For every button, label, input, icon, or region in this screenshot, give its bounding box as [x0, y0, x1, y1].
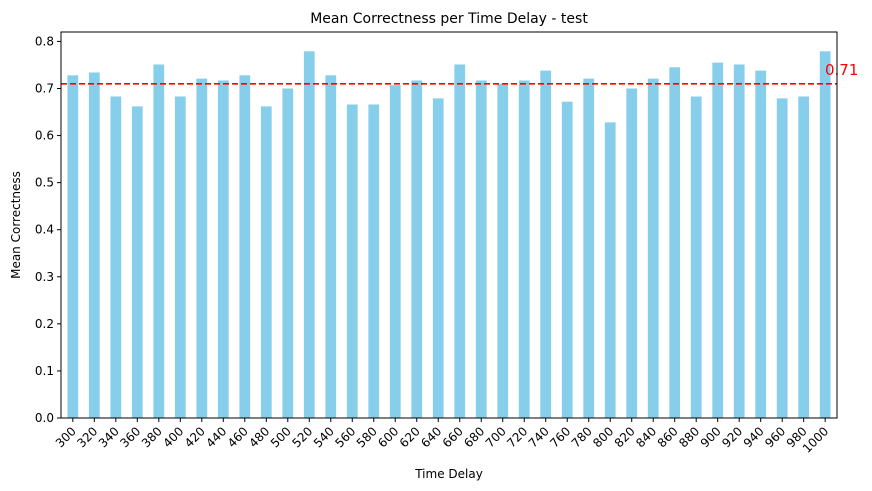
bar-680: [475, 80, 487, 419]
x-tick-label-920: 920: [719, 424, 745, 450]
x-tick-label-360: 360: [117, 424, 143, 450]
bar-320: [88, 72, 100, 418]
bar-460: [239, 75, 251, 418]
x-tick-label-560: 560: [332, 424, 358, 450]
bar-560: [346, 104, 358, 419]
x-tick-label-500: 500: [268, 424, 294, 450]
y-tick-label-1: 0.1: [35, 364, 54, 378]
x-axis-label: Time Delay: [414, 467, 483, 481]
x-tick-label-760: 760: [547, 424, 573, 450]
x-tick-label-860: 860: [655, 424, 681, 450]
bar-960: [776, 98, 788, 419]
bar-420: [196, 78, 208, 418]
x-tick-label-680: 680: [461, 424, 487, 450]
bar-720: [518, 80, 530, 419]
x-tick-label-660: 660: [440, 424, 466, 450]
x-tick-label-340: 340: [96, 424, 122, 450]
bar-480: [260, 106, 272, 418]
bar-1000: [819, 51, 831, 419]
bar-500: [282, 88, 294, 419]
bar-380: [153, 64, 165, 418]
bar-840: [647, 78, 659, 418]
chart-title: Mean Correctness per Time Delay - test: [310, 11, 588, 27]
bar-700: [497, 83, 509, 418]
x-tick-label-420: 420: [182, 424, 208, 450]
bar-520: [303, 51, 315, 419]
y-tick-label-8: 0.8: [35, 34, 54, 48]
bar-580: [368, 104, 380, 419]
bar-820: [626, 88, 638, 419]
y-tick-label-5: 0.5: [35, 176, 54, 190]
y-tick-label-6: 0.6: [35, 129, 54, 143]
bar-920: [733, 64, 745, 418]
x-tick-label-540: 540: [311, 424, 337, 450]
bar-660: [454, 64, 466, 418]
x-tick-label-440: 440: [203, 424, 229, 450]
bar-780: [583, 78, 595, 418]
bar-620: [411, 80, 423, 419]
bar-440: [217, 80, 229, 419]
bar-740: [540, 70, 552, 418]
x-tick-label-880: 880: [676, 424, 702, 450]
bars-group: [67, 51, 831, 419]
x-tick-label-720: 720: [504, 424, 530, 450]
x-tick-label-780: 780: [569, 424, 595, 450]
x-tick-label-800: 800: [590, 424, 616, 450]
plot-frame: [60, 31, 838, 419]
reference-line-group: 0.71: [61, 61, 858, 85]
x-tick-label-580: 580: [354, 424, 380, 450]
x-tick-label-300: 300: [53, 424, 79, 450]
y-axis: 0.0 0.1 0.2 0.3 0.4 0.5 0.6 0.7 0.8: [35, 34, 61, 425]
x-tick-label-700: 700: [483, 424, 509, 450]
y-tick-label-0: 0.0: [35, 411, 54, 425]
bar-760: [561, 101, 573, 419]
x-tick-label-840: 840: [633, 424, 659, 450]
x-tick-label-520: 520: [289, 424, 315, 450]
bar-360: [131, 106, 143, 418]
bar-800: [604, 122, 616, 418]
x-tick-label-640: 640: [418, 424, 444, 450]
x-axis: 3003203403603804004204404604805005205405…: [53, 418, 831, 456]
bar-640: [432, 98, 444, 419]
bar-300: [67, 75, 79, 418]
x-tick-label-320: 320: [74, 424, 100, 450]
bar-880: [690, 96, 702, 419]
bar-400: [174, 96, 186, 419]
bar-860: [669, 67, 681, 419]
bar-540: [325, 75, 337, 418]
bar-900: [712, 62, 724, 418]
y-tick-label-7: 0.7: [35, 81, 54, 95]
bar-340: [110, 96, 122, 419]
x-tick-label-620: 620: [397, 424, 423, 450]
x-tick-label-400: 400: [160, 424, 186, 450]
x-tick-label-380: 380: [139, 424, 165, 450]
x-tick-label-900: 900: [698, 424, 724, 450]
x-tick-label-820: 820: [612, 424, 638, 450]
y-tick-label-4: 0.4: [35, 223, 54, 237]
x-tick-label-960: 960: [762, 424, 788, 450]
x-tick-label-480: 480: [246, 424, 272, 450]
bar-980: [798, 96, 810, 419]
x-tick-label-740: 740: [526, 424, 552, 450]
bar-600: [389, 85, 401, 418]
y-tick-label-3: 0.3: [35, 270, 54, 284]
y-axis-label: Mean Correctness: [9, 171, 23, 279]
x-tick-label-460: 460: [225, 424, 251, 450]
x-tick-label-940: 940: [741, 424, 767, 450]
x-tick-label-600: 600: [375, 424, 401, 450]
y-tick-label-2: 0.2: [35, 317, 54, 331]
mean-reference-label: 0.71: [825, 61, 858, 79]
bar-940: [755, 70, 767, 418]
